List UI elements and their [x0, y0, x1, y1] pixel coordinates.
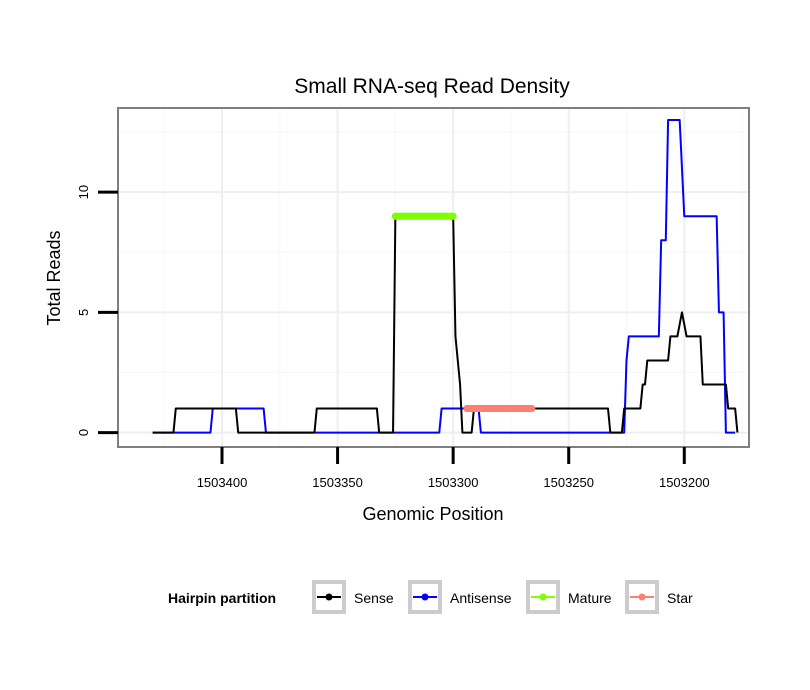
plot-background [118, 108, 749, 447]
x-tick-label: 1503250 [543, 475, 594, 490]
x-tick-label: 1503400 [197, 475, 248, 490]
series-point-mature [449, 212, 457, 220]
axes: 1503400 1503350 1503300 1503250 1503200 0 5 10 [76, 185, 710, 490]
legend-key-point [421, 593, 429, 601]
legend-entry-antisense: Antisense [408, 580, 512, 614]
legend-entry-mature: Mature [526, 580, 612, 614]
legend-title: Hairpin partition [168, 590, 276, 606]
legend-label: Star [667, 590, 693, 606]
legend-label: Antisense [450, 590, 512, 606]
chart-title: Small RNA-seq Read Density [294, 75, 570, 98]
series-line-sense [152, 215, 739, 434]
legend-entry-star: Star [625, 580, 693, 614]
series-layer [152, 119, 739, 434]
y-tick-label: 10 [76, 185, 91, 199]
plot-border [117, 107, 750, 448]
x-tick-label: 1503350 [312, 475, 363, 490]
x-axis-label: Genomic Position [362, 504, 503, 524]
legend-key-point [638, 593, 646, 601]
y-tick-label: 0 [76, 429, 91, 436]
legend-key-point [539, 593, 547, 601]
legend-label: Sense [354, 590, 394, 606]
x-tick-label: 1503200 [659, 475, 710, 490]
legend: Hairpin partition Sense Antisense Mature St… [168, 580, 693, 614]
x-tick-label: 1503300 [428, 475, 479, 490]
y-axis-label: Total Reads [44, 230, 64, 325]
legend-entry-sense: Sense [312, 580, 394, 614]
grid [118, 108, 749, 447]
y-tick-label: 5 [76, 309, 91, 316]
series-point-star [528, 405, 536, 413]
legend-label: Mature [568, 590, 612, 606]
legend-key-point [325, 593, 333, 601]
